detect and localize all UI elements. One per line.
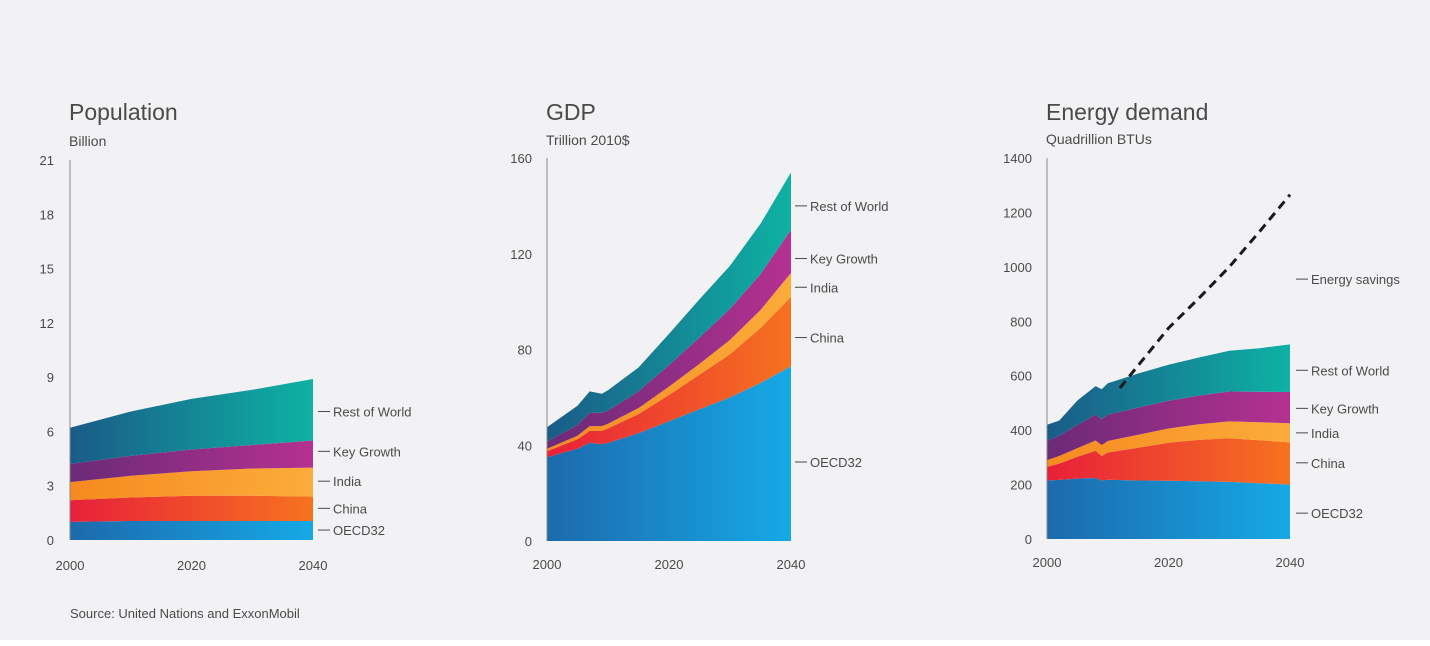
- area-china: [547, 296, 791, 458]
- y-tick-label: 0: [1025, 532, 1032, 547]
- y-tick-label: 800: [1010, 314, 1032, 329]
- series-label-key-growth: Key Growth: [1311, 401, 1379, 416]
- y-tick-label: 1400: [1003, 151, 1032, 166]
- y-tick-label: 3: [47, 479, 54, 494]
- area-oecd32: [70, 521, 313, 540]
- x-tick-label: 2040: [1276, 555, 1305, 570]
- series-label-rest-of-world: Rest of World: [333, 405, 412, 420]
- area-layers: [1047, 344, 1290, 539]
- y-tick-label: 15: [40, 262, 54, 277]
- area-rest-of-world: [70, 379, 313, 464]
- area-oecd32: [1047, 478, 1290, 539]
- chart-title: Population: [69, 99, 178, 125]
- series-label-india: India: [1311, 426, 1340, 441]
- y-tick-label: 80: [518, 343, 532, 358]
- y-tick-label: 1200: [1003, 205, 1032, 220]
- series-label-rest-of-world: Rest of World: [1311, 363, 1390, 378]
- gdp-chart: GDP Trillion 2010$ 0 40 80 120 160 2000 2020 2040…: [510, 99, 889, 572]
- area-india: [1047, 421, 1290, 467]
- series-label-india: India: [810, 280, 839, 295]
- chart-unit: Billion: [69, 133, 106, 149]
- area-layers: [70, 379, 313, 540]
- y-tick-label: 40: [518, 438, 532, 453]
- y-tick-label: 0: [525, 534, 532, 549]
- series-label-key-growth: Key Growth: [333, 444, 401, 459]
- x-tick-label: 2000: [56, 558, 85, 573]
- y-tick-label: 21: [40, 153, 54, 168]
- series-label-rest-of-world: Rest of World: [810, 199, 889, 214]
- area-key-growth: [70, 440, 313, 483]
- series-label-oecd32: OECD32: [810, 455, 862, 470]
- y-tick-label: 9: [47, 370, 54, 385]
- series-label-china: China: [810, 331, 845, 346]
- x-tick-label: 2000: [533, 557, 562, 572]
- series-label-oecd32: OECD32: [1311, 506, 1363, 521]
- x-tick-label: 2040: [777, 557, 806, 572]
- y-tick-label: 1000: [1003, 260, 1032, 275]
- series-label-india: India: [333, 474, 362, 489]
- series-label-key-growth: Key Growth: [810, 252, 878, 267]
- area-china: [1047, 438, 1290, 485]
- area-china: [70, 495, 313, 522]
- population-chart: Population Billion 0 3 6 9 12 15 18 21 2000 2020 204…: [40, 99, 412, 573]
- series-label-energy-savings: Energy savings: [1311, 272, 1400, 287]
- x-tick-label: 2020: [655, 557, 684, 572]
- y-tick-label: 160: [510, 151, 532, 166]
- series-label-china: China: [333, 501, 368, 516]
- area-layers: [547, 172, 791, 541]
- y-tick-label: 0: [47, 533, 54, 548]
- area-rest-of-world: [1047, 344, 1290, 441]
- series-label-china: China: [1311, 456, 1346, 471]
- energy-demand-chart: Energy demand Quadrillion BTUs 0 200 400 600 8…: [1003, 99, 1400, 570]
- y-tick-label: 200: [1010, 478, 1032, 493]
- x-tick-label: 2020: [1154, 555, 1183, 570]
- x-tick-label: 2020: [177, 558, 206, 573]
- y-tick-label: 18: [40, 207, 54, 222]
- chart-unit: Trillion 2010$: [546, 132, 630, 148]
- area-oecd32: [547, 366, 791, 541]
- y-tick-label: 6: [47, 424, 54, 439]
- y-tick-label: 120: [510, 247, 532, 262]
- area-key-growth: [1047, 391, 1290, 461]
- series-label-oecd32: OECD32: [333, 523, 385, 538]
- energy-savings-line: [1118, 193, 1292, 389]
- x-tick-label: 2040: [299, 558, 328, 573]
- chart-title: GDP: [546, 99, 596, 125]
- y-tick-label: 400: [1010, 423, 1032, 438]
- area-india: [70, 467, 313, 501]
- bottom-strip: [0, 640, 1430, 646]
- y-tick-label: 12: [40, 316, 54, 331]
- x-tick-label: 2000: [1033, 555, 1062, 570]
- area-rest-of-world: [547, 172, 791, 442]
- chart-title: Energy demand: [1046, 99, 1208, 125]
- y-tick-label: 600: [1010, 369, 1032, 384]
- chart-unit: Quadrillion BTUs: [1046, 131, 1152, 147]
- source-note: Source: United Nations and ExxonMobil: [70, 606, 300, 621]
